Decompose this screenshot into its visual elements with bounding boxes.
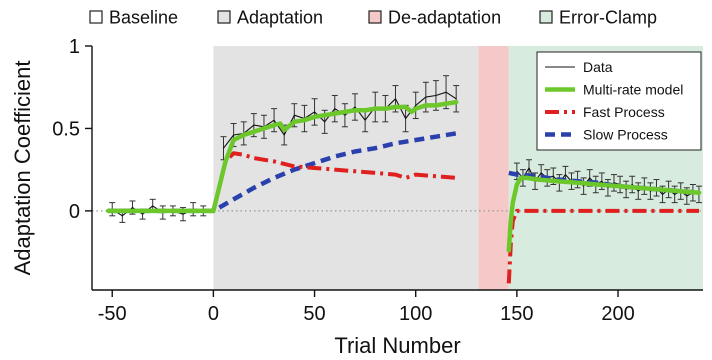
legend-label-data: Data [583, 59, 613, 75]
phase-label-adaptation: Adaptation [237, 8, 323, 28]
phase-label-baseline: Baseline [109, 8, 178, 28]
y-tick-label: 0 [69, 201, 80, 223]
axes: -50 0 50 100 150 200 0 0.5 1 [52, 36, 703, 325]
x-tick-label: -50 [98, 303, 127, 325]
x-tick-label: 150 [500, 303, 533, 325]
legend-label-slow-process: Slow Process [583, 127, 668, 143]
phase-label-error-clamp: Error-Clamp [559, 8, 657, 28]
x-tick-label: 50 [303, 303, 325, 325]
series-multi-rate-model [105, 99, 702, 253]
phase-swatch-baseline [89, 10, 103, 24]
series-layer [105, 75, 702, 284]
y-tick-label: 1 [69, 36, 80, 58]
legend-label-multi-rate-model: Multi-rate model [583, 82, 683, 98]
phase-band-adaptation [213, 46, 479, 290]
series-line-fast-process-segment-0 [108, 151, 457, 213]
legend-label-fast-process: Fast Process [583, 104, 665, 120]
series-line-slow-process-segment-0 [108, 131, 457, 214]
phase-swatch-error-clamp [539, 10, 553, 24]
x-tick-label: 200 [601, 303, 634, 325]
y-axis-title: Adaptation Coefficient [10, 61, 35, 276]
phase-legend: Baseline Adaptation De-adaptation Error-Cla… [89, 8, 657, 28]
y-tick-label: 0.5 [52, 118, 80, 140]
series-line-multi-rate-model-segment-0 [105, 99, 459, 214]
series-line-multi-rate-model-segment-1 [506, 175, 702, 253]
phase-label-de-adaptation: De-adaptation [388, 8, 501, 28]
x-tick-label: 0 [208, 303, 219, 325]
phase-swatch-adaptation [217, 10, 231, 24]
series-legend: Data Multi-rate model Fast Process Slow Pro… [536, 51, 702, 151]
x-tick-label: 100 [399, 303, 432, 325]
phase-swatch-de-adaptation [368, 10, 382, 24]
x-axis-title: Trial Number [334, 333, 460, 358]
phase-band-de-adaptation [478, 46, 509, 290]
